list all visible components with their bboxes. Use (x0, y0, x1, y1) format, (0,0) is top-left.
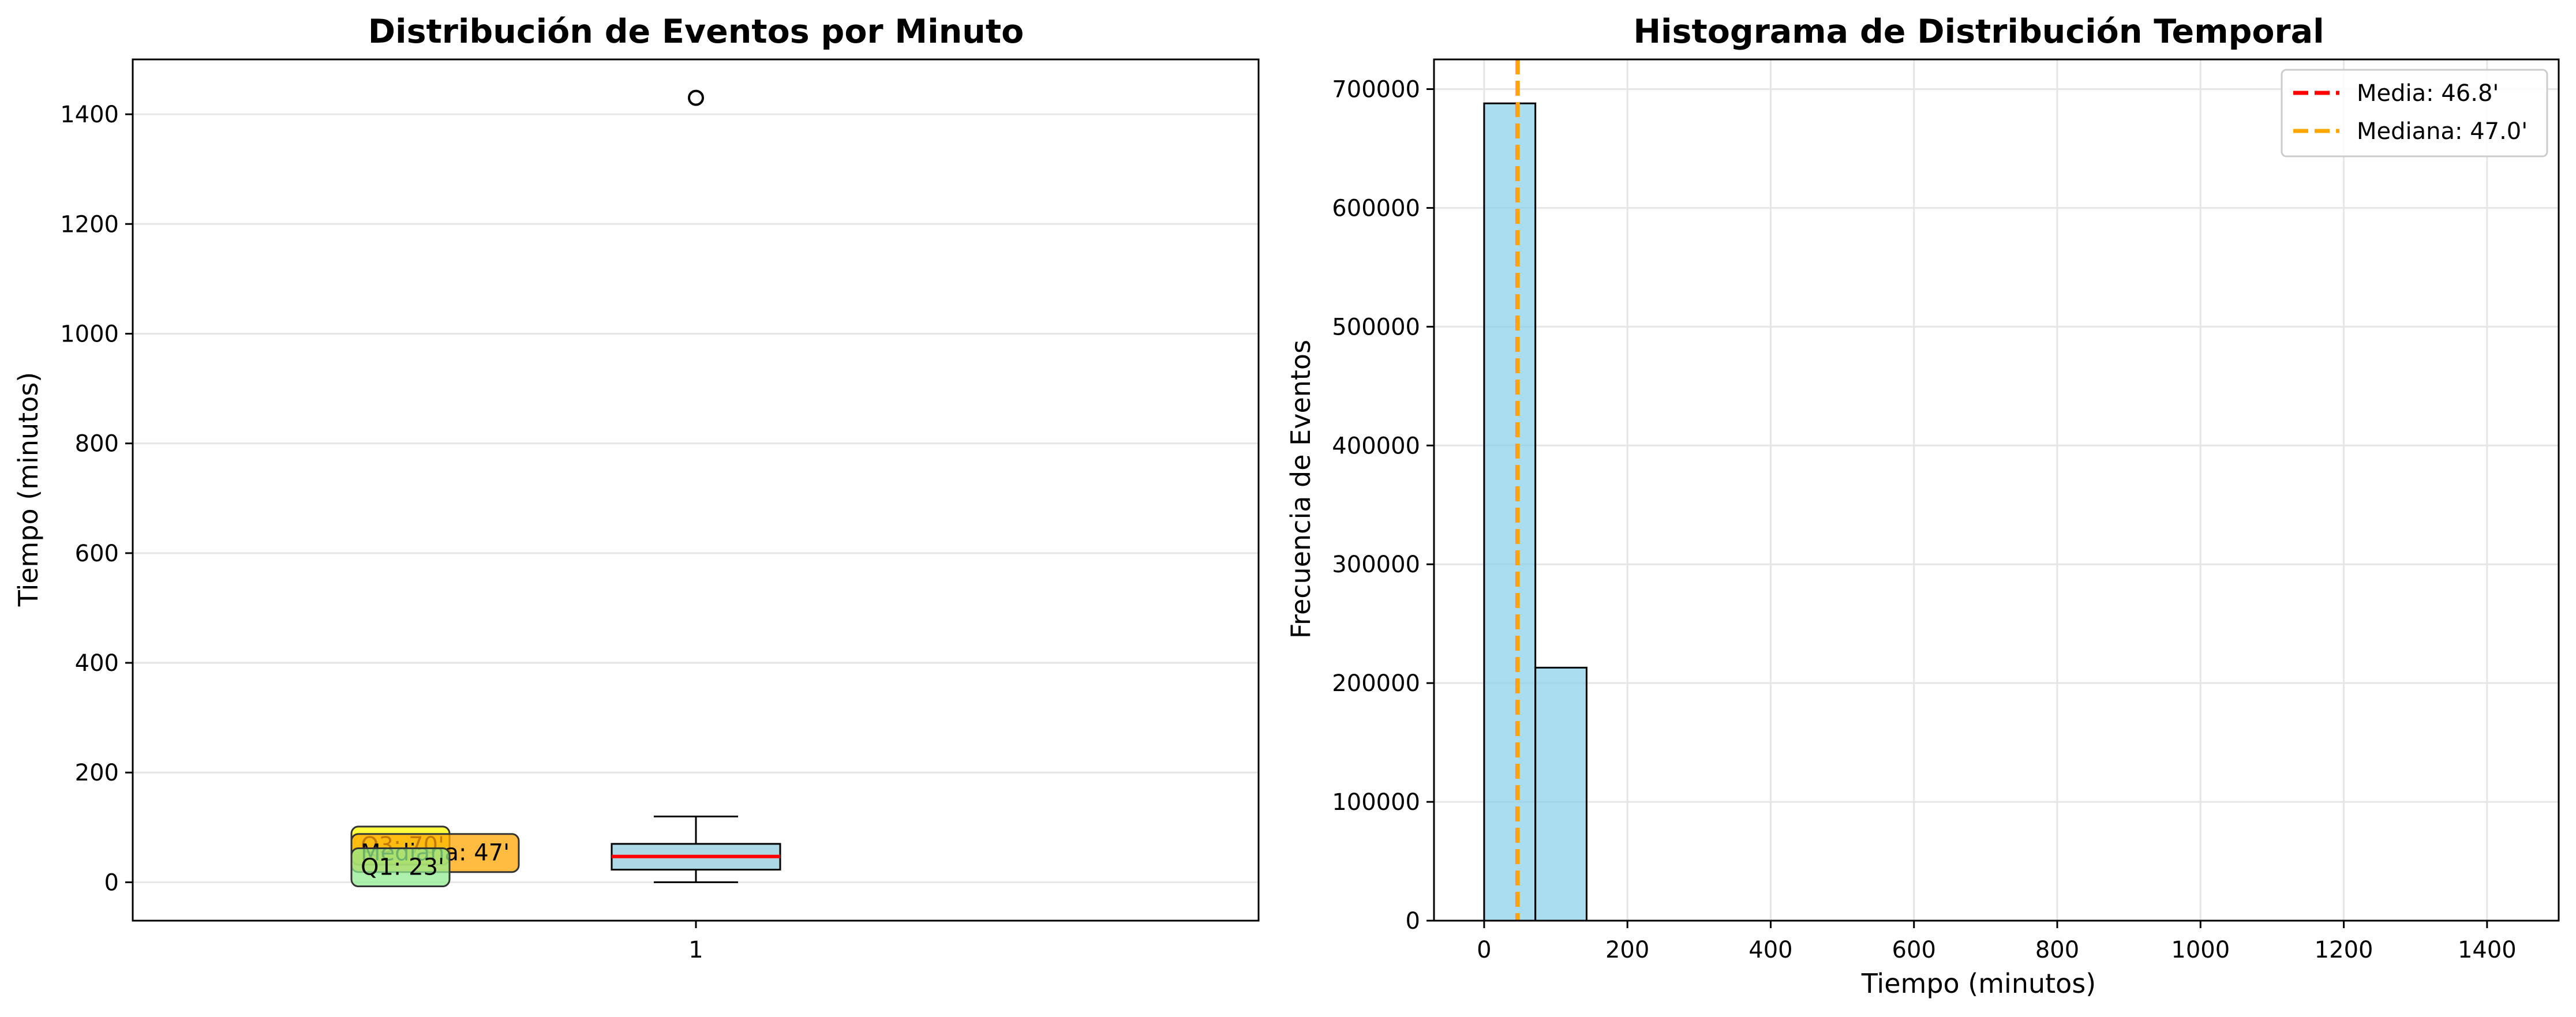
x-tick-label: 800 (2035, 937, 2079, 963)
y-tick-label: 500000 (1332, 314, 1420, 340)
boxplot-chart: Distribución de Eventos por Minuto Tiemp… (13, 13, 1260, 963)
x-tick-label: 1200 (2315, 937, 2373, 963)
y-tick-label: 800 (75, 431, 119, 457)
x-tick-label: 1400 (2458, 937, 2517, 963)
histogram-y-axis-label: Frecuencia de Eventos (1285, 340, 1316, 639)
legend-box (2281, 69, 2548, 157)
boxplot-annotations: Q3: 70'Mediana: 47'Q1: 23' (350, 825, 520, 888)
y-tick-label: 1000 (60, 321, 119, 347)
legend-label: Mediana: 47.0' (2357, 118, 2528, 145)
y-tick-label: 1400 (60, 102, 119, 128)
y-tick-label: 600000 (1332, 195, 1420, 222)
y-tick-label: 0 (1406, 908, 1420, 935)
histogram-bar (1483, 102, 1537, 922)
boxplot-plot-frame (132, 58, 1260, 922)
y-tick-label: 400000 (1332, 433, 1420, 459)
histogram-x-axis-label: Tiempo (minutos) (1861, 968, 2096, 999)
histogram-bars (1483, 102, 1587, 922)
annotation-text: Q1: 23' (361, 854, 444, 881)
boxplot-ticks: 0 200 400 600 800 1000 1200 1400 1 (60, 102, 703, 963)
outlier-point (688, 89, 704, 106)
y-tick-label: 600 (75, 541, 119, 567)
x-tick-label: 400 (1748, 937, 1792, 963)
annotation-box (350, 847, 451, 888)
boxplot-title: Distribución de Eventos por Minuto (368, 13, 1024, 51)
y-tick-label: 200000 (1332, 670, 1420, 697)
x-tick-label: 1 (688, 937, 703, 963)
y-tick-label: 400 (75, 650, 119, 677)
histogram-chart: Histograma de Distribución Temporal Frec… (1285, 13, 2560, 999)
y-tick-label: 200 (75, 760, 119, 786)
histogram-bar (1534, 666, 1587, 922)
y-tick-label: 0 (104, 869, 119, 896)
histogram-title: Histograma de Distribución Temporal (1633, 13, 2324, 51)
histogram-plot-frame (1433, 58, 2560, 922)
boxplot-y-axis-label: Tiempo (minutos) (13, 372, 44, 607)
x-tick-label: 200 (1605, 937, 1649, 963)
legend-label: Media: 46.8' (2357, 80, 2499, 107)
histogram-ticks: 0 100000 200000 300000 400000 500000 600000 700… (1332, 76, 2516, 963)
x-tick-label: 1000 (2171, 937, 2230, 963)
y-tick-label: 1200 (60, 211, 119, 238)
y-tick-label: 100000 (1332, 789, 1420, 816)
histogram-legend: Media: 46.8' Mediana: 47.0' (2281, 69, 2548, 157)
boxplot-gridlines (133, 113, 1259, 883)
x-tick-label: 0 (1477, 937, 1491, 963)
boxplot-box-group (611, 89, 781, 883)
y-tick-label: 300000 (1332, 551, 1420, 578)
x-tick-label: 600 (1892, 937, 1936, 963)
y-tick-label: 700000 (1332, 76, 1420, 103)
histogram-gridlines (1434, 59, 2559, 922)
